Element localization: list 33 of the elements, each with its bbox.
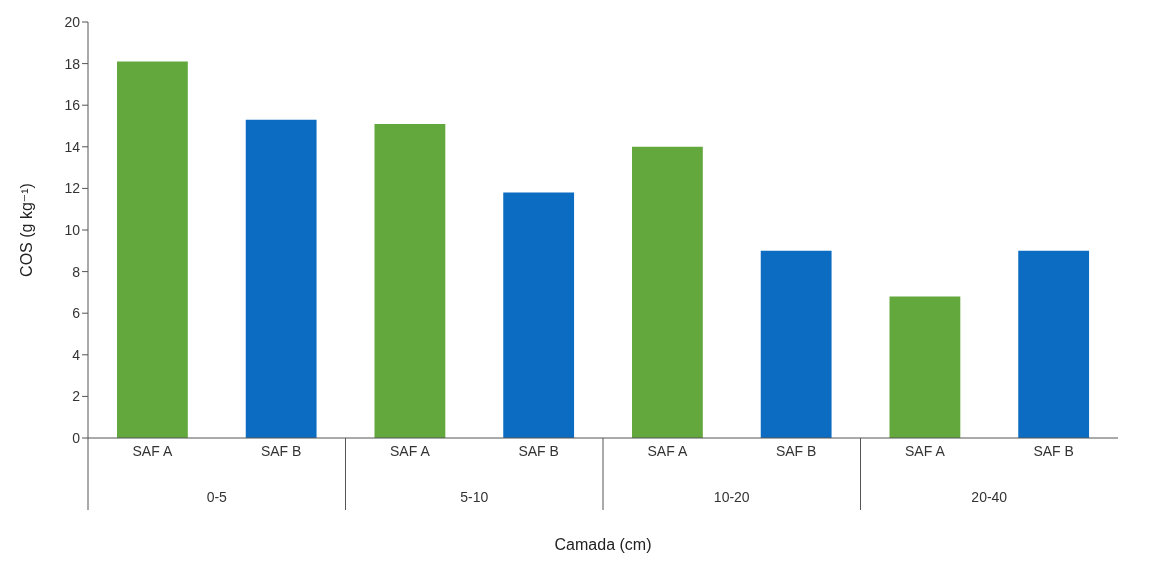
x-axis-title: Camada (cm) [554, 536, 652, 553]
text: 10-20 [713, 489, 750, 505]
x-tick-label: SAF B [260, 442, 302, 459]
text: 0-5 [206, 489, 228, 505]
bar [374, 123, 446, 438]
bar [503, 192, 575, 438]
bar [760, 250, 832, 438]
x-tick-label: SAF A [905, 442, 946, 459]
y-tick-label: 14 [64, 138, 81, 155]
y-tick-label: 8 [72, 263, 81, 280]
y-tick-label: 2 [72, 388, 81, 405]
x-tick-label: SAF A [390, 442, 431, 459]
y-tick-label: 0 [72, 429, 81, 446]
bar [117, 61, 188, 438]
text: 20-40 [971, 489, 1008, 505]
y-tick-label: 20 [64, 13, 81, 30]
y-tick-label: 16 [64, 97, 81, 114]
bar [1018, 250, 1090, 438]
x-tick-label: SAF A [647, 442, 688, 459]
y-tick-label: 4 [72, 346, 81, 363]
y-tick-label: 6 [72, 305, 81, 322]
bar [632, 146, 703, 438]
y-tick-label: 12 [64, 180, 81, 197]
y-tick-label: 10 [64, 221, 81, 238]
x-tick-label: SAF B [518, 442, 559, 459]
x-tick-label: SAF B [1033, 442, 1074, 459]
y-tick-label: 18 [64, 55, 81, 72]
y-axis-title: COS (g kg⁻¹) [17, 183, 35, 277]
bar [245, 119, 317, 438]
x-tick-label: SAF A [132, 442, 173, 459]
x-tick-label: SAF B [775, 442, 817, 459]
text: 5-10 [460, 489, 489, 505]
bar [889, 296, 961, 438]
